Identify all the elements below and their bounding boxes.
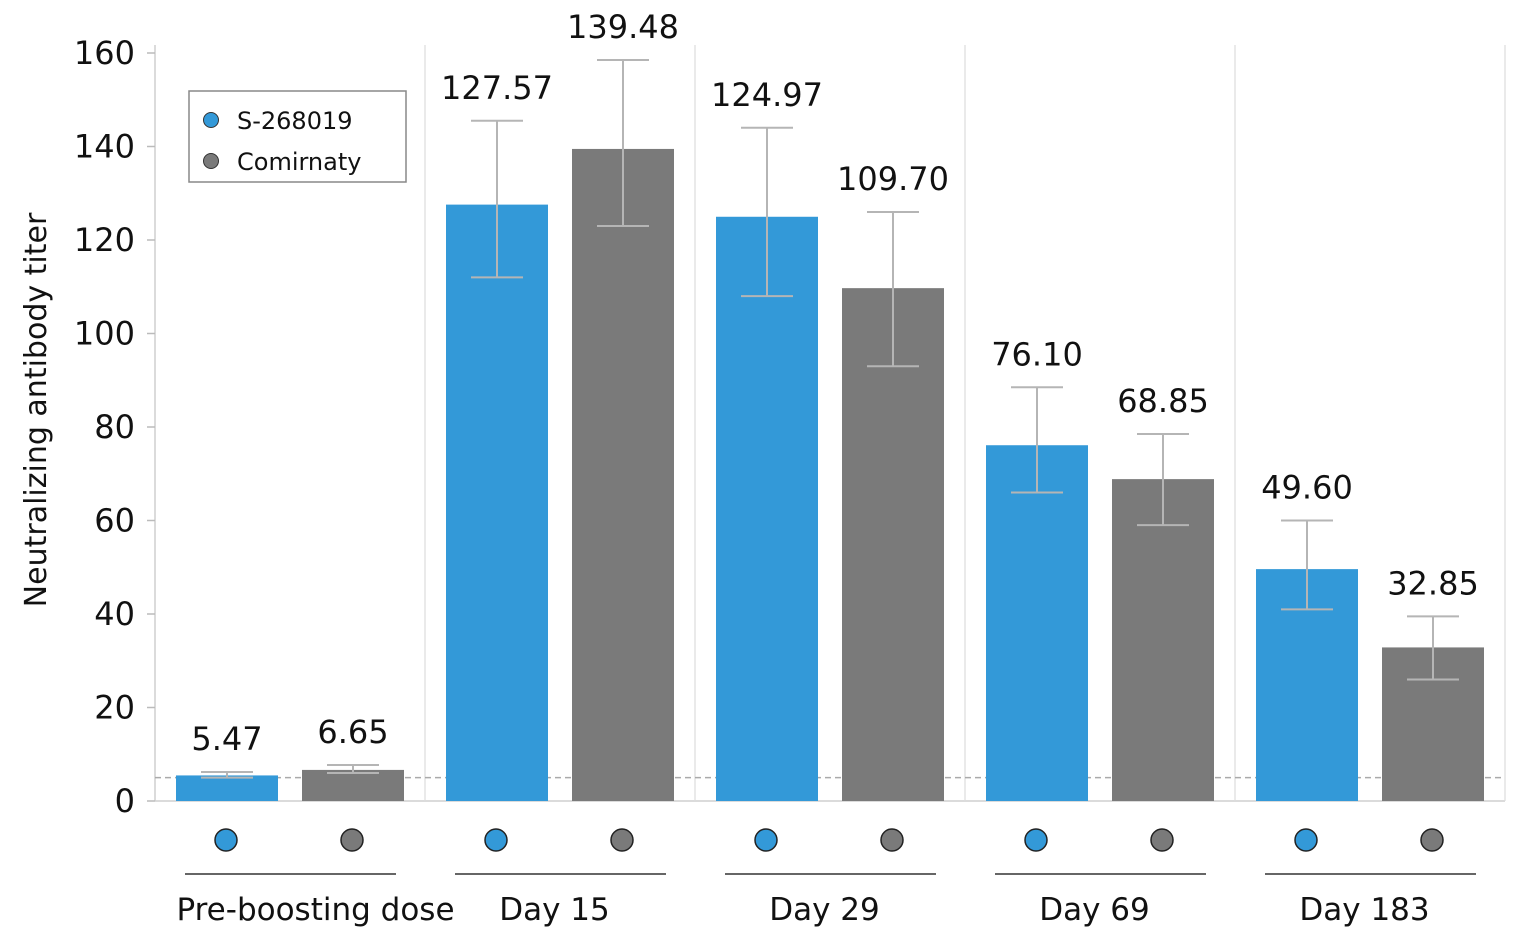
category-label: Day 15 xyxy=(499,892,610,928)
bar xyxy=(716,216,818,801)
category-marker-icon xyxy=(610,828,634,852)
legend-label-s268019: S-268019 xyxy=(237,107,353,135)
data-label: 127.57 xyxy=(441,69,553,107)
y-tick-label: 0 xyxy=(115,782,135,820)
y-tick-label: 60 xyxy=(94,502,135,540)
category-label: Day 29 xyxy=(769,892,880,928)
legend-label-comirnaty: Comirnaty xyxy=(237,148,361,176)
y-axis: 0 20 40 60 80 100 120 140 160 xyxy=(74,34,155,820)
bar xyxy=(176,775,278,801)
data-label: 68.85 xyxy=(1117,382,1209,420)
data-label: 109.70 xyxy=(837,160,949,198)
category-marker-icon xyxy=(340,828,364,852)
category-marker-icon xyxy=(1420,828,1444,852)
bar xyxy=(1112,479,1214,801)
category-label: Pre-boosting dose xyxy=(176,892,454,928)
bar xyxy=(302,769,404,801)
data-label: 5.47 xyxy=(191,720,262,758)
category-marker-icon xyxy=(214,828,238,852)
y-tick-label: 120 xyxy=(74,221,135,259)
legend-swatch-comirnaty xyxy=(203,153,219,169)
bar xyxy=(986,445,1088,801)
category-marker-icon xyxy=(1150,828,1174,852)
data-label: 76.10 xyxy=(991,335,1083,373)
data-label: 6.65 xyxy=(317,713,388,751)
category-labels: Pre-boosting dose Day 15 Day 29 Day 69 Day 1… xyxy=(176,873,1476,928)
category-markers xyxy=(214,828,1444,852)
data-label: 139.48 xyxy=(567,8,679,46)
bar xyxy=(842,288,944,802)
category-label: Day 69 xyxy=(1039,892,1150,928)
y-tick-label: 100 xyxy=(74,315,135,353)
legend-box xyxy=(188,90,407,183)
legend-swatch-s268019 xyxy=(203,112,219,128)
y-tick-label: 20 xyxy=(94,689,135,727)
category-label: Day 183 xyxy=(1299,892,1429,928)
bar xyxy=(572,148,674,801)
y-tick-label: 160 xyxy=(74,34,135,72)
category-marker-icon xyxy=(1024,828,1048,852)
legend: S-268019 Comirnaty xyxy=(188,90,407,183)
y-tick-label: 40 xyxy=(94,595,135,633)
data-label: 124.97 xyxy=(711,76,823,114)
y-tick-label: 80 xyxy=(94,408,135,446)
category-marker-icon xyxy=(1294,828,1318,852)
y-tick-label: 140 xyxy=(74,128,135,166)
data-label: 49.60 xyxy=(1261,469,1353,507)
category-marker-icon xyxy=(880,828,904,852)
data-label: 32.85 xyxy=(1387,564,1479,602)
y-axis-label: Neutralizing antibody titer xyxy=(19,212,54,607)
bar xyxy=(446,204,548,802)
category-marker-icon xyxy=(484,828,508,852)
category-marker-icon xyxy=(754,828,778,852)
bars: 5.47 6.65 127.57 139.48 124.97 109.70 76.10 68.… xyxy=(176,8,1484,802)
